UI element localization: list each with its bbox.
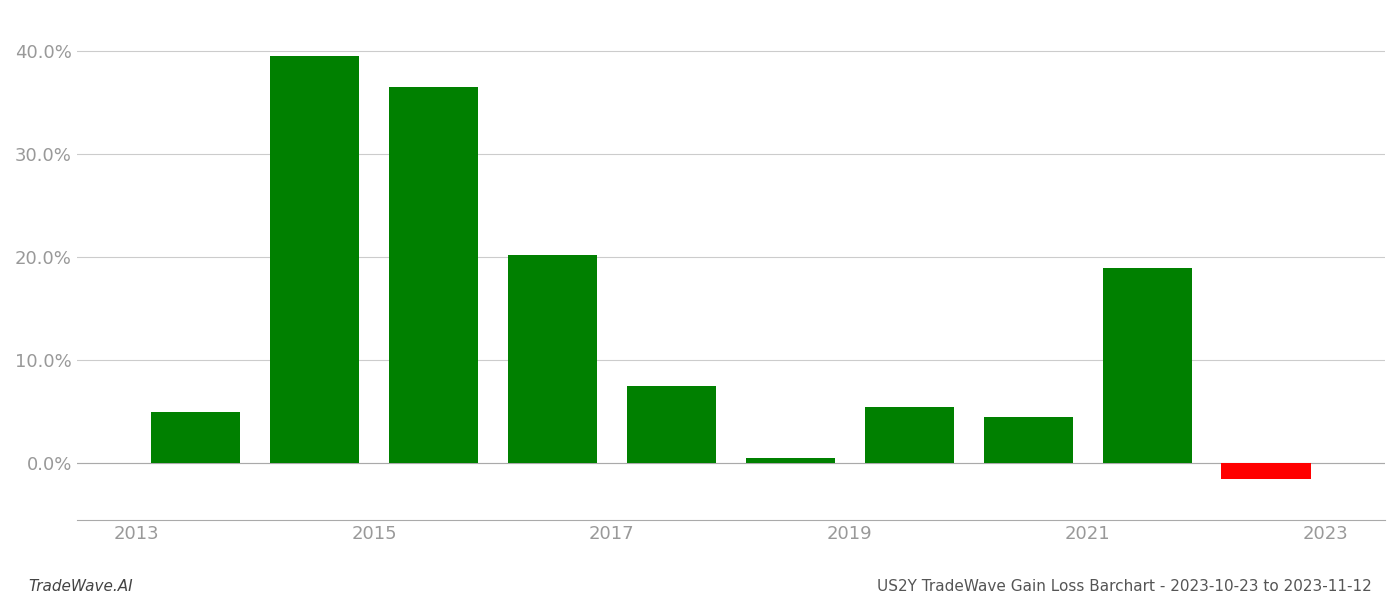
Bar bbox=[1221, 463, 1310, 479]
Text: US2Y TradeWave Gain Loss Barchart - 2023-10-23 to 2023-11-12: US2Y TradeWave Gain Loss Barchart - 2023… bbox=[878, 579, 1372, 594]
Bar bbox=[508, 255, 596, 463]
Bar bbox=[746, 458, 834, 463]
Bar bbox=[1103, 268, 1191, 463]
Bar bbox=[865, 407, 953, 463]
Bar bbox=[389, 87, 479, 463]
Bar bbox=[151, 412, 241, 463]
Text: TradeWave.AI: TradeWave.AI bbox=[28, 579, 133, 594]
Bar bbox=[984, 417, 1072, 463]
Bar bbox=[270, 56, 360, 463]
Bar bbox=[627, 386, 715, 463]
